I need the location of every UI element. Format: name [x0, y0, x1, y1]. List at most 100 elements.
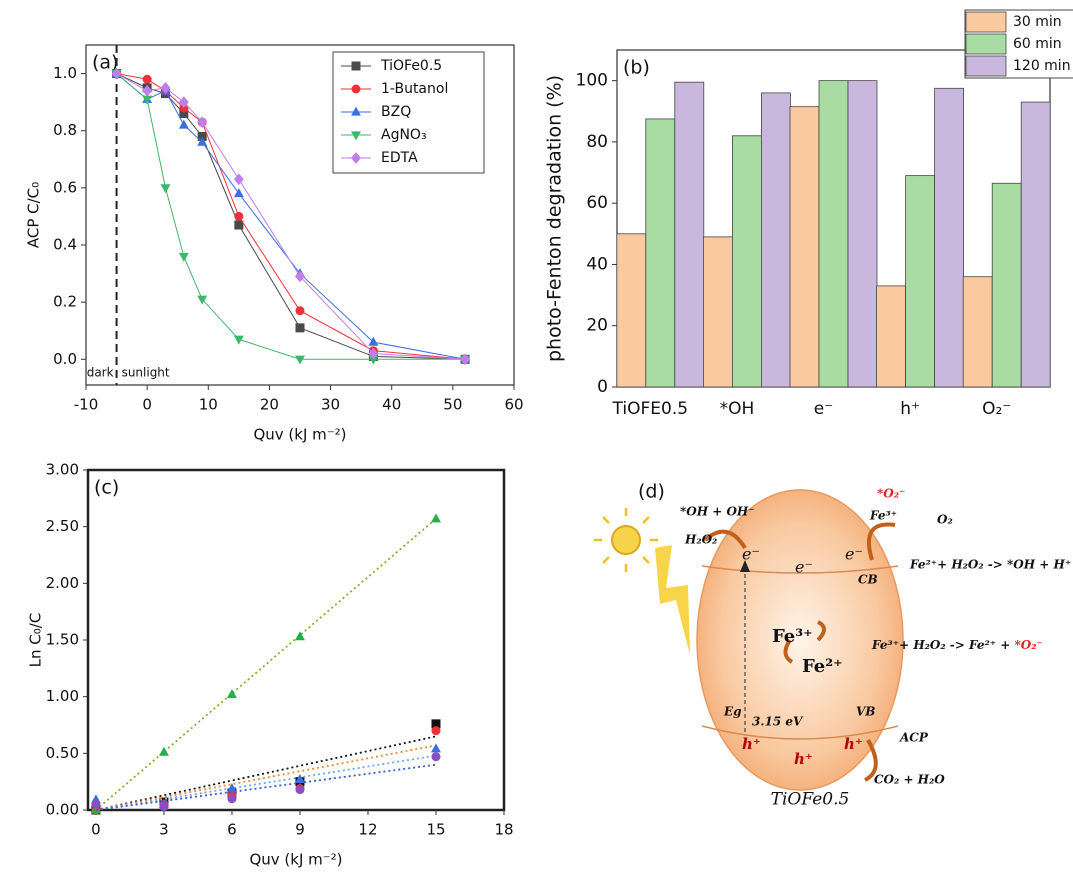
x-tick-label: TiOFE0.5 — [612, 399, 689, 419]
y-tick-label: 0.2 — [53, 293, 77, 311]
label: Fe³⁺ — [772, 626, 813, 647]
sun — [594, 508, 658, 572]
marker — [178, 252, 189, 262]
bar — [616, 233, 647, 388]
x-tick-label: 12 — [358, 821, 377, 839]
marker — [295, 774, 305, 783]
marker — [368, 355, 379, 365]
x-tick-label: 6 — [227, 821, 237, 839]
plot-frame — [85, 44, 515, 386]
marker — [295, 270, 305, 283]
bar — [876, 285, 906, 388]
y-tick-label: 0.8 — [53, 121, 77, 139]
x-axis-label: Quv (kJ m⁻²) — [253, 426, 346, 444]
y-tick-label: 20 — [586, 316, 608, 336]
legend-label: 1-Butanol — [381, 81, 448, 97]
panel-label: (d) — [638, 481, 665, 503]
marker — [178, 119, 189, 129]
y-tick-label: 1.0 — [53, 64, 77, 82]
legend-label: 30 min — [1013, 14, 1062, 30]
label: TiOFe0.5 — [771, 790, 850, 810]
bar — [703, 236, 733, 388]
bar — [847, 80, 878, 388]
x-tick-label: e⁻ — [814, 399, 833, 419]
x-tick-label: 15 — [426, 821, 445, 839]
bar — [991, 182, 1022, 388]
divider-label: sunlight — [122, 366, 170, 380]
label: ACP — [899, 731, 929, 745]
reaction: Fe³⁺+ H₂O₂ -> Fe²⁺ + *O₂⁻ — [871, 638, 1043, 652]
marker — [111, 67, 122, 80]
marker — [368, 336, 379, 346]
marker — [295, 355, 305, 365]
legend-marker — [351, 61, 361, 71]
label: *O₂⁻ — [877, 487, 905, 501]
sun-disc — [611, 525, 641, 555]
marker — [431, 719, 441, 729]
x-tick-label: *OH — [720, 399, 755, 419]
y-tick-label: 2.50 — [46, 517, 79, 535]
y-tick-label: 40 — [586, 254, 608, 274]
y-tick-label: 0.0 — [53, 350, 77, 368]
marker — [197, 136, 208, 146]
bar — [1020, 101, 1051, 388]
x-tick-label: 30 — [321, 396, 340, 414]
x-tick-label: 20 — [260, 396, 279, 414]
marker — [227, 689, 237, 698]
marker — [295, 631, 305, 641]
x-tick-label: 60 — [504, 396, 523, 414]
charts: (a)0.00.20.40.60.81.0-10 0 10 20 30 40 50 60Quv… — [25, 9, 1073, 869]
x-tick-label: 3 — [159, 821, 169, 839]
label: CB — [858, 573, 878, 587]
marker — [431, 726, 441, 736]
y-tick-label: 0.00 — [46, 801, 79, 819]
legend-marker — [351, 84, 361, 94]
bar — [905, 175, 935, 388]
fit-line — [95, 735, 437, 811]
bar — [789, 106, 820, 388]
marker — [160, 184, 171, 194]
legend-swatch — [965, 33, 1007, 55]
y-tick-label: 80 — [586, 132, 608, 152]
x-tick-label: O₂⁻ — [982, 399, 1011, 419]
y-tick-label: 3.00 — [46, 461, 79, 479]
legend-label: EDTA — [381, 150, 418, 166]
panel-label: (a) — [92, 52, 118, 74]
marker — [233, 173, 244, 186]
y-tick-label: 0.50 — [46, 744, 79, 762]
legend-label: BZQ — [381, 104, 411, 120]
marker — [227, 794, 237, 804]
x-tick-label: 40 — [382, 396, 401, 414]
arrows — [703, 522, 896, 782]
x-tick-label: 10 — [199, 396, 218, 414]
vb-line — [701, 725, 899, 740]
marker — [197, 116, 208, 128]
marker — [91, 799, 101, 809]
fit-line — [95, 744, 437, 811]
y-tick-label: 1.50 — [46, 631, 79, 649]
marker — [460, 353, 471, 366]
y-tick-label: 0 — [597, 377, 608, 397]
legend-swatch — [965, 11, 1007, 33]
x-tick-label: -10 — [74, 396, 99, 414]
label: h⁺ — [794, 750, 813, 768]
arrow-head — [740, 560, 750, 572]
legend-marker — [351, 131, 361, 141]
x-tick-label: 0 — [142, 396, 152, 414]
marker — [295, 323, 305, 333]
x-tick-label: 9 — [295, 821, 305, 839]
legend-label: AgNO₃ — [381, 127, 427, 143]
diagram: (d) *OH + OH⁻ H₂O₂ e⁻ e⁻ e⁻ *O₂⁻ Fe³⁺ O₂ — [594, 481, 1071, 810]
bar — [674, 81, 705, 388]
marker — [160, 82, 171, 94]
label: e⁻ — [845, 545, 863, 564]
bar — [818, 80, 849, 388]
marker — [368, 347, 379, 360]
y-tick-label: 60 — [586, 193, 608, 213]
particle — [696, 489, 904, 791]
bar — [645, 118, 676, 388]
label: *O₂⁻ — [1015, 638, 1043, 652]
bar — [962, 276, 993, 388]
marker — [178, 96, 189, 108]
